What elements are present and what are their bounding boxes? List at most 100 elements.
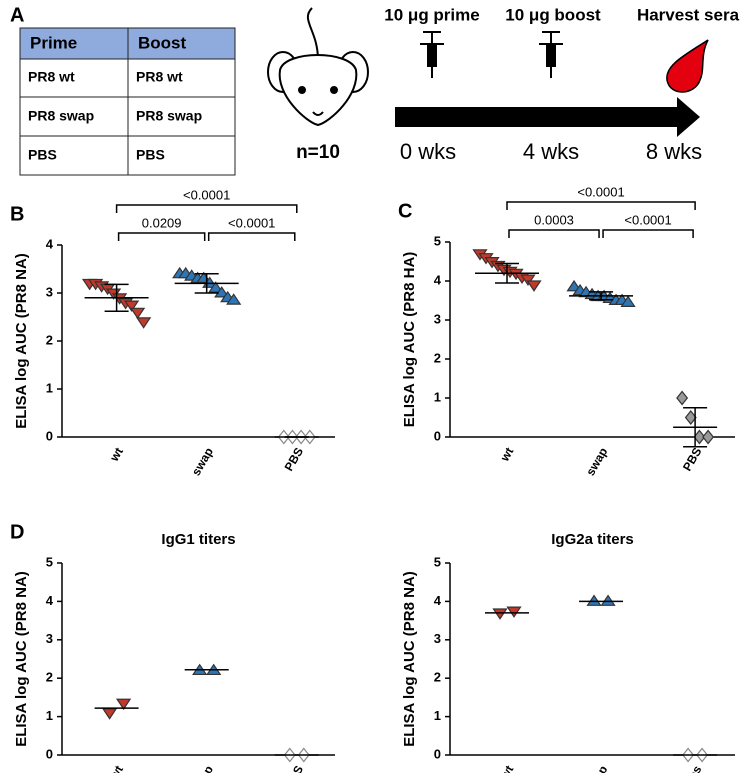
data-point bbox=[620, 295, 636, 307]
mouse-count: n=10 bbox=[296, 142, 340, 163]
table-cell: PR8 wt bbox=[136, 69, 183, 85]
y-axis-label: ELISA log AUC (PR8 HA) bbox=[401, 252, 418, 428]
y-axis-label: ELISA log AUC (PR8 NA) bbox=[401, 571, 418, 747]
x-tick-label: swap bbox=[189, 763, 216, 773]
data-point bbox=[492, 608, 508, 620]
y-tick-label: 3 bbox=[434, 311, 441, 326]
time-label: 0 wks bbox=[400, 139, 456, 164]
timeline: 10 μg prime 10 μg boost Harvest sera 0 w… bbox=[384, 5, 739, 163]
y-tick-label: 3 bbox=[434, 631, 441, 646]
data-point bbox=[526, 280, 542, 292]
data-point bbox=[693, 429, 706, 445]
y-tick-label: 4 bbox=[46, 236, 54, 251]
table-cell: PR8 wt bbox=[28, 69, 75, 85]
data-point bbox=[123, 300, 140, 312]
event-label: 10 μg boost bbox=[505, 5, 601, 24]
comparison-bracket bbox=[117, 232, 206, 241]
design-table: Prime Boost PR8 wt PR8 wt PR8 swap PR8 s… bbox=[19, 27, 236, 176]
y-tick-label: 5 bbox=[46, 554, 53, 569]
x-tick-label: wt bbox=[497, 763, 516, 773]
y-tick-label: 5 bbox=[434, 554, 441, 569]
data-point bbox=[129, 307, 146, 320]
data-point bbox=[208, 281, 224, 293]
syringe bbox=[420, 31, 444, 78]
table-header: Boost bbox=[138, 33, 187, 52]
y-tick-label: 3 bbox=[46, 631, 53, 646]
data-point bbox=[506, 606, 522, 618]
data-point bbox=[115, 698, 132, 711]
y-tick-label: 0 bbox=[46, 746, 53, 761]
panel-label: A bbox=[10, 4, 24, 26]
p-value-label: <0.0001 bbox=[183, 187, 230, 202]
y-tick-label: 0 bbox=[434, 746, 441, 761]
table-cell: PR8 swap bbox=[28, 108, 94, 124]
panel-label: B bbox=[10, 203, 24, 225]
data-point bbox=[702, 429, 715, 445]
y-axis-label: ELISA log AUC (PR8 NA) bbox=[13, 253, 30, 429]
y-tick-label: 4 bbox=[434, 272, 442, 287]
time-label: 4 wks bbox=[523, 139, 579, 164]
x-tick-label: swap bbox=[583, 445, 610, 478]
y-tick-label: 3 bbox=[46, 284, 53, 299]
time-label: 8 wks bbox=[646, 139, 702, 164]
mouse-icon bbox=[267, 7, 369, 127]
chart-title: IgG2a titers bbox=[551, 531, 634, 548]
x-tick-label: swap bbox=[189, 445, 216, 478]
x-tick-label: swap bbox=[583, 763, 610, 773]
x-tick-label: PBS bbox=[680, 445, 704, 473]
y-tick-label: 0 bbox=[46, 428, 53, 443]
syringe bbox=[539, 31, 563, 78]
x-tick-label: pbs bbox=[682, 763, 705, 773]
data-point bbox=[520, 274, 536, 286]
p-value-label: <0.0001 bbox=[624, 212, 671, 227]
p-value-label: 0.0209 bbox=[142, 215, 182, 230]
event-label: 10 μg prime bbox=[384, 5, 479, 24]
chart-title: IgG1 titers bbox=[161, 531, 235, 548]
table-header: Prime bbox=[30, 33, 77, 52]
p-value-label: <0.0001 bbox=[228, 215, 275, 230]
data-point bbox=[101, 708, 118, 720]
data-point bbox=[600, 594, 616, 606]
y-tick-label: 1 bbox=[46, 708, 53, 723]
data-point bbox=[135, 317, 152, 329]
table-cell: PBS bbox=[28, 147, 57, 163]
table-cell: PR8 swap bbox=[136, 108, 202, 124]
data-point bbox=[214, 286, 230, 298]
y-tick-label: 2 bbox=[46, 332, 53, 347]
comparison-bracket bbox=[207, 232, 296, 241]
x-tick-label: PBS bbox=[282, 763, 306, 773]
y-tick-label: 4 bbox=[434, 593, 442, 608]
p-value-label: 0.0003 bbox=[534, 212, 574, 227]
data-point bbox=[226, 293, 242, 305]
y-tick-label: 1 bbox=[46, 380, 53, 395]
y-tick-label: 1 bbox=[434, 708, 441, 723]
y-tick-label: 5 bbox=[434, 233, 441, 248]
x-tick-label: wt bbox=[107, 445, 126, 464]
data-point bbox=[586, 594, 602, 606]
data-point bbox=[684, 410, 697, 425]
comparison-bracket bbox=[602, 229, 694, 238]
panel-label: C bbox=[398, 200, 412, 222]
p-value-label: <0.0001 bbox=[577, 184, 624, 199]
event-label: Harvest sera bbox=[637, 5, 740, 24]
y-tick-label: 1 bbox=[434, 389, 441, 404]
x-tick-label: wt bbox=[497, 445, 516, 464]
timeline-arrowhead bbox=[677, 97, 700, 137]
y-tick-label: 2 bbox=[434, 670, 441, 685]
y-tick-label: 2 bbox=[46, 670, 53, 685]
panel-label: D bbox=[10, 521, 24, 543]
table-cell: PBS bbox=[136, 147, 165, 163]
comparison-bracket bbox=[115, 204, 298, 213]
y-tick-label: 2 bbox=[434, 350, 441, 365]
data-point bbox=[676, 390, 689, 406]
comparison-bracket bbox=[506, 201, 696, 210]
y-tick-label: 0 bbox=[434, 428, 441, 443]
y-axis-label: ELISA log AUC (PR8 NA) bbox=[13, 571, 30, 747]
blood-drop bbox=[666, 39, 709, 93]
x-tick-label: PBS bbox=[282, 445, 306, 473]
x-tick-label: wt bbox=[107, 763, 126, 773]
comparison-bracket bbox=[508, 229, 600, 238]
y-tick-label: 4 bbox=[46, 593, 54, 608]
timeline-arrow bbox=[395, 107, 677, 127]
